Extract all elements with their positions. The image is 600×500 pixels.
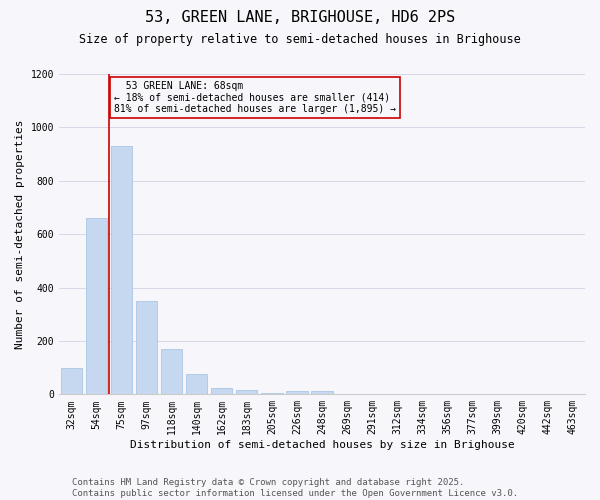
Bar — [86, 218, 107, 394]
Bar — [61, 368, 82, 394]
Bar — [111, 146, 132, 394]
Y-axis label: Number of semi-detached properties: Number of semi-detached properties — [15, 120, 25, 349]
Text: 53, GREEN LANE, BRIGHOUSE, HD6 2PS: 53, GREEN LANE, BRIGHOUSE, HD6 2PS — [145, 10, 455, 25]
Bar — [286, 391, 308, 394]
Bar — [186, 374, 208, 394]
Bar — [136, 301, 157, 394]
Bar — [236, 390, 257, 394]
Bar — [161, 349, 182, 395]
Text: 53 GREEN LANE: 68sqm
← 18% of semi-detached houses are smaller (414)
81% of semi: 53 GREEN LANE: 68sqm ← 18% of semi-detac… — [114, 80, 396, 114]
Bar — [211, 388, 232, 394]
Text: Contains HM Land Registry data © Crown copyright and database right 2025.
Contai: Contains HM Land Registry data © Crown c… — [72, 478, 518, 498]
Bar — [261, 393, 283, 394]
Bar — [311, 391, 332, 394]
Text: Size of property relative to semi-detached houses in Brighouse: Size of property relative to semi-detach… — [79, 32, 521, 46]
X-axis label: Distribution of semi-detached houses by size in Brighouse: Distribution of semi-detached houses by … — [130, 440, 514, 450]
